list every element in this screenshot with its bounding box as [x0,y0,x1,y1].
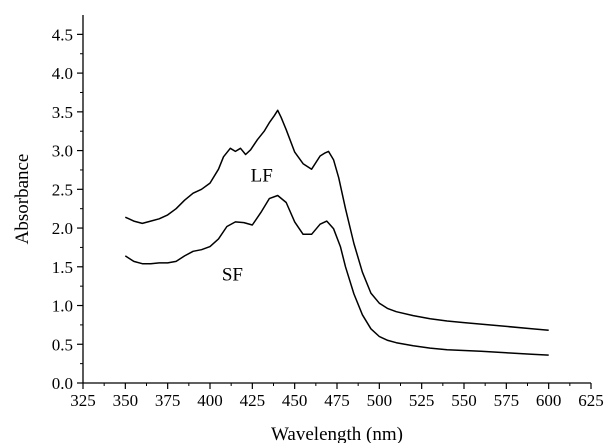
x-tick-label: 575 [494,391,520,410]
y-tick-label: 0.0 [52,374,73,393]
x-tick-label: 325 [70,391,96,410]
x-tick-label: 550 [451,391,477,410]
y-tick-label: 0.5 [52,335,73,354]
x-tick-label: 350 [113,391,139,410]
y-tick-label: 4.5 [52,25,73,44]
x-tick-label: 500 [367,391,393,410]
y-axis-ticks: 0.0 0.5 1.0 1.5 2.0 2.5 3.0 3.5 4.0 4.5 [52,25,83,393]
series-label-lf: LF [251,166,273,187]
x-axis-title: Wavelength (nm) [271,424,403,443]
y-tick-label: 1.5 [52,258,73,277]
series-labels: LF SF [222,166,273,286]
series-lines [124,109,549,356]
y-tick-label: 3.0 [52,142,73,161]
x-tick-label: 625 [578,391,604,410]
y-tick-label: 1.0 [52,297,73,316]
series-label-sf: SF [222,265,243,286]
series-line-sf [124,194,549,356]
y-axis-title: Absorbance [12,154,33,245]
x-tick-label: 600 [536,391,562,410]
x-tick-label: 525 [409,391,435,410]
x-tick-label: 375 [155,391,181,410]
x-tick-label: 475 [324,391,350,410]
y-tick-label: 3.5 [52,103,73,122]
y-tick-label: 4.0 [52,64,73,83]
series-line-lf [124,109,549,332]
y-tick-label: 2.0 [52,219,73,238]
x-tick-label: 425 [240,391,266,410]
x-tick-label: 450 [282,391,308,410]
y-tick-label: 2.5 [52,180,73,199]
x-axis-ticks: 325 350 375 400 425 450 475 500 525 550 575 600 625 [70,383,604,410]
x-tick-label: 400 [197,391,223,410]
